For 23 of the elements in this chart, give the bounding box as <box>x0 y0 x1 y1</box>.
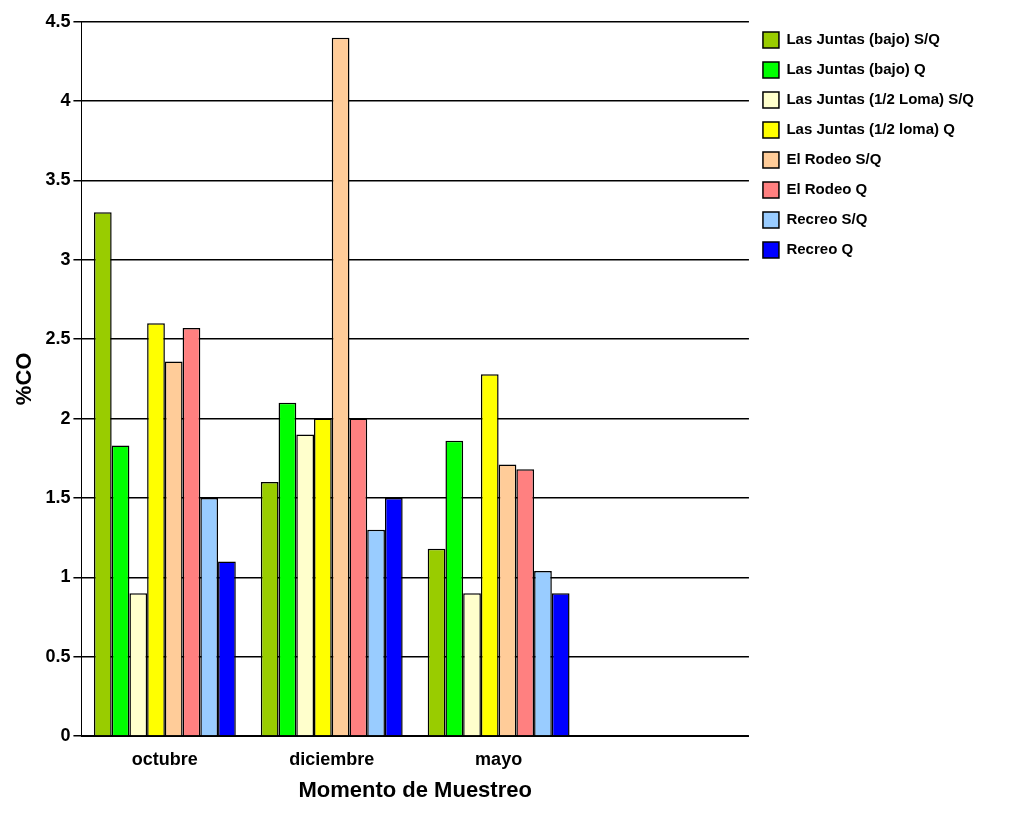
legend-label: Las Juntas (1/2 loma) Q <box>786 120 956 138</box>
legend-label: El Rodeo Q <box>786 180 868 198</box>
legend-label: El Rodeo S/Q <box>786 150 882 168</box>
legend-label: Recreo S/Q <box>786 210 868 228</box>
y-tick-label: 3 <box>60 248 71 269</box>
legend-label: Las Juntas (bajo) Q <box>786 60 926 78</box>
x-axis-title: Momento de Muestreo <box>298 776 532 802</box>
legend-label: Recreo Q <box>786 240 854 258</box>
y-tick-label: 2 <box>60 407 71 428</box>
y-tick-label: 1 <box>60 566 71 587</box>
legend-label: Las Juntas (bajo) S/Q <box>786 30 941 48</box>
y-tick-label: 4.5 <box>45 10 71 31</box>
legend-label: Las Juntas (1/2 Loma) S/Q <box>786 90 975 108</box>
y-tick-label: 2.5 <box>45 328 71 349</box>
x-tick-label: diciembre <box>289 748 375 769</box>
y-tick-label: 3.5 <box>45 169 71 190</box>
x-tick-label: mayo <box>475 748 523 769</box>
y-tick-label: 0.5 <box>45 645 71 666</box>
y-tick-label: 4 <box>60 90 71 111</box>
y-tick-label: 1.5 <box>45 486 71 507</box>
x-tick-label: octubre <box>131 748 198 769</box>
y-axis-title: %CO <box>11 352 37 406</box>
y-tick-label: 0 <box>60 724 71 745</box>
